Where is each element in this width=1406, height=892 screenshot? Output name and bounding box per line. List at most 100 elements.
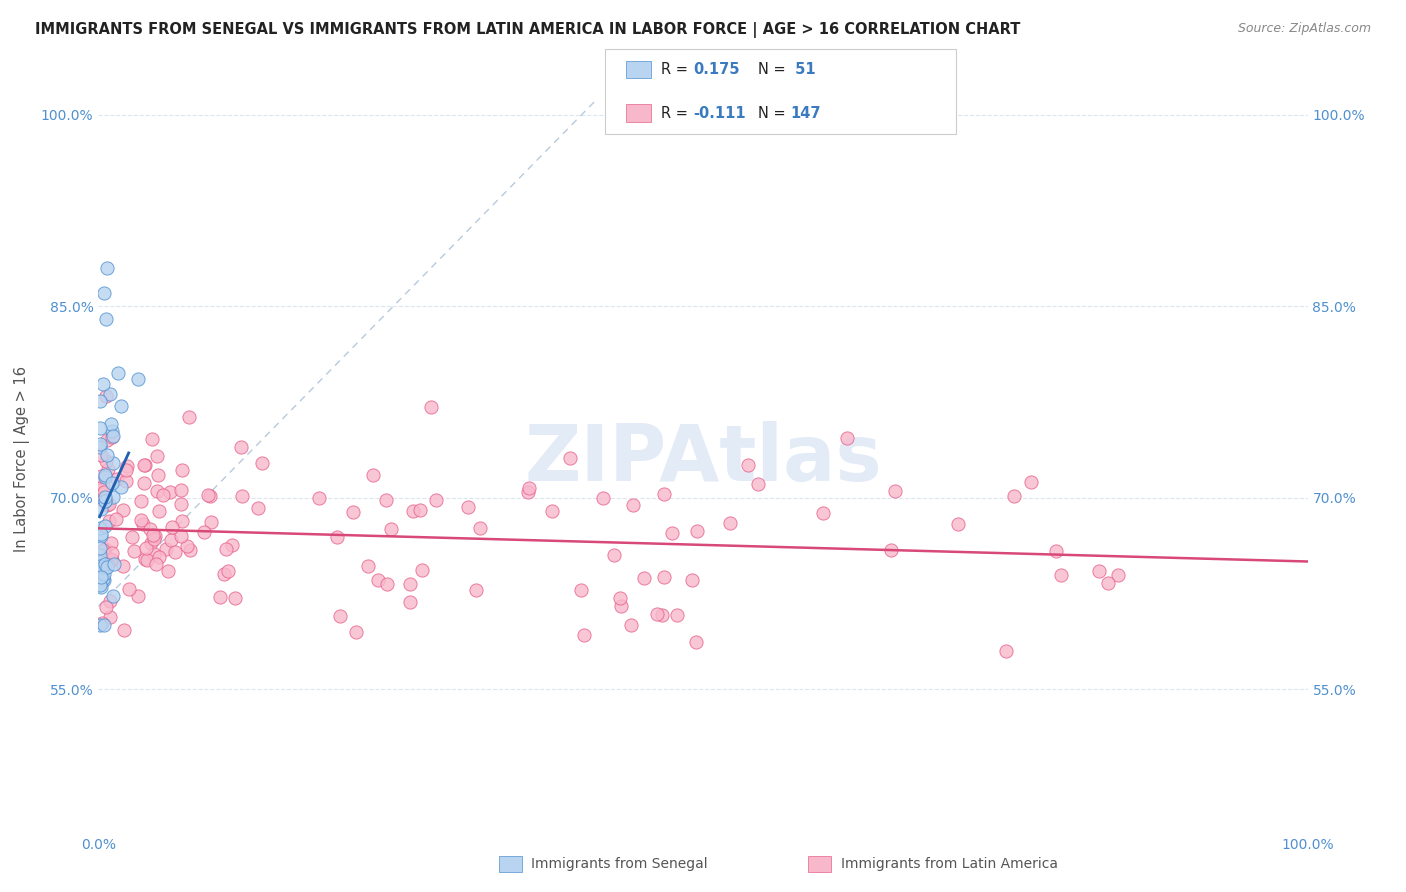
Point: [90, 502, 112, 516]
Point: [90, 581, 112, 595]
Point: [221, 538, 243, 552]
Point: [200, 515, 222, 529]
Point: [165, 544, 187, 558]
Point: [883, 483, 905, 498]
Text: R =: R =: [661, 106, 692, 120]
Point: [420, 401, 443, 415]
Point: [685, 635, 707, 649]
Point: [329, 609, 352, 624]
Point: [104, 511, 127, 525]
Point: [661, 525, 683, 540]
Point: [101, 546, 124, 560]
Point: [142, 527, 165, 541]
Text: Immigrants from Senegal: Immigrants from Senegal: [531, 857, 709, 871]
Point: [93, 618, 115, 632]
Point: [132, 516, 155, 531]
Point: [747, 477, 769, 491]
Point: [135, 541, 157, 555]
Point: [1097, 576, 1119, 591]
Point: [107, 366, 129, 380]
Point: [517, 481, 540, 495]
Point: [93, 286, 115, 301]
Point: [94, 600, 117, 615]
Point: [103, 456, 125, 470]
Point: [100, 417, 122, 431]
Point: [652, 487, 675, 501]
Point: [402, 503, 425, 517]
Point: [357, 558, 380, 573]
Point: [139, 522, 162, 536]
Point: [610, 599, 633, 614]
Point: [94, 557, 117, 571]
Point: [217, 565, 239, 579]
Point: [1019, 475, 1042, 490]
Point: [651, 607, 673, 622]
Point: [89, 394, 111, 409]
Point: [170, 514, 193, 528]
Point: [470, 521, 492, 535]
Point: [633, 571, 655, 585]
Point: [91, 479, 114, 493]
Point: [160, 533, 183, 547]
Point: [93, 567, 115, 582]
Point: [1004, 489, 1026, 503]
Point: [89, 521, 111, 535]
Point: [247, 501, 270, 516]
Point: [94, 470, 117, 484]
Point: [517, 485, 540, 500]
Point: [103, 558, 125, 572]
Point: [96, 560, 118, 574]
Point: [112, 558, 135, 573]
Point: [375, 577, 398, 591]
Point: [197, 488, 219, 502]
Point: [835, 431, 858, 445]
Point: [97, 558, 120, 573]
Point: [1107, 567, 1129, 582]
Point: [718, 516, 741, 530]
Point: [132, 475, 155, 490]
Point: [686, 524, 709, 538]
Point: [592, 491, 614, 505]
Point: [159, 485, 181, 500]
Point: [139, 536, 162, 550]
Point: [89, 440, 111, 454]
Point: [160, 520, 183, 534]
Point: [681, 573, 703, 587]
Point: [89, 548, 111, 562]
Point: [101, 429, 124, 443]
Point: [89, 577, 111, 591]
Point: [97, 497, 120, 511]
Point: [152, 488, 174, 502]
Point: [96, 433, 118, 447]
Point: [96, 498, 118, 512]
Point: [101, 589, 124, 603]
Point: [146, 449, 169, 463]
Point: [170, 463, 193, 477]
Point: [380, 522, 402, 536]
Point: [94, 493, 117, 508]
Point: [141, 432, 163, 446]
Point: [94, 312, 117, 326]
Point: [110, 399, 132, 413]
Point: [110, 480, 132, 494]
Point: [224, 591, 246, 606]
Point: [115, 462, 138, 476]
Point: [209, 590, 232, 604]
Point: [457, 500, 479, 514]
Point: [100, 551, 122, 566]
Point: [569, 583, 592, 598]
Text: 147: 147: [790, 106, 821, 120]
Point: [737, 458, 759, 473]
Point: [101, 429, 124, 443]
Point: [170, 529, 193, 543]
Point: [645, 607, 668, 622]
Point: [620, 617, 643, 632]
Text: R =: R =: [661, 62, 692, 77]
Point: [94, 541, 117, 556]
Point: [308, 491, 330, 505]
Point: [409, 503, 432, 517]
Point: [93, 573, 115, 587]
Point: [134, 552, 156, 566]
Point: [127, 589, 149, 603]
Point: [89, 541, 111, 555]
